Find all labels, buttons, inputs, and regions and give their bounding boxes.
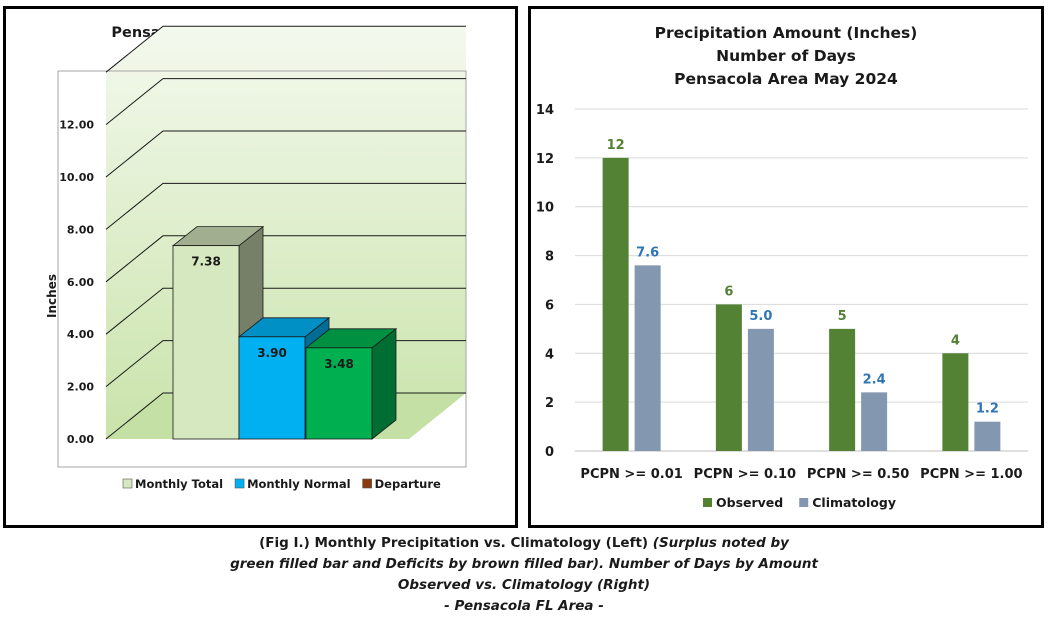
- left-y-tick-label: 12.00: [59, 119, 94, 132]
- left-legend-swatch: [362, 478, 372, 489]
- right-bar-climatology: [747, 328, 774, 451]
- right-bar-observed: [942, 353, 969, 451]
- right-y-tick-label: 8: [545, 250, 554, 265]
- left-y-tick-label: 4.00: [67, 328, 94, 341]
- right-bar-data-label: 5.0: [749, 309, 772, 324]
- left-bar-departure: [304, 327, 398, 440]
- left-y-tick-label: 6.00: [67, 276, 94, 289]
- bar-front-face: [172, 245, 240, 440]
- right-chart-svg: 0 2 4 6 8 10 12 14 12 7.6 PCPN >= 0.01 6 5.0 PCPN >= …: [536, 103, 1028, 510]
- right-legend-swatch: [799, 498, 809, 507]
- right-x-tick-label: PCPN >= 0.01: [580, 467, 682, 482]
- left-gridline: [105, 78, 466, 125]
- figure-caption: (Fig I.) Monthly Precipitation vs. Clima…: [0, 533, 1048, 617]
- right-bar-climatology: [634, 265, 661, 451]
- caption-line-1: (Fig I.) Monthly Precipitation vs. Clima…: [0, 533, 1048, 554]
- right-bar-observed: [829, 328, 856, 451]
- bar-front-face: [305, 347, 373, 440]
- left-legend-swatch: [234, 478, 245, 489]
- left-gridline: [105, 25, 466, 73]
- right-bar-data-label: 7.6: [636, 245, 659, 260]
- right-chart-panel: Precipitation Amount (Inches) Number of …: [528, 6, 1044, 528]
- plot-area-border: [57, 70, 467, 468]
- right-chart-title-line-3: Pensacola Area May 2024: [674, 70, 898, 88]
- right-bar-data-label: 12: [607, 138, 625, 153]
- caption-line-3-text: Observed vs. Climatology (Right): [397, 577, 651, 593]
- right-bar-observed: [715, 304, 742, 451]
- left-legend-label: Monthly Total: [135, 477, 223, 491]
- caption-line-2-text: green filled bar and Deficits by brown f…: [230, 556, 818, 572]
- right-y-tick-label: 4: [545, 347, 554, 362]
- caption-line-2: green filled bar and Deficits by brown f…: [0, 554, 1048, 575]
- left-legend-label: Monthly Normal: [247, 477, 351, 491]
- right-bar-data-label: 5: [838, 309, 847, 324]
- caption-line-3: Observed vs. Climatology (Right): [0, 575, 1048, 596]
- left-y-tick-label: 0.00: [67, 433, 94, 446]
- left-bar-data-label: 3.90: [257, 346, 287, 360]
- left-gridline: [105, 182, 466, 230]
- left-gridline: [105, 130, 466, 178]
- right-y-tick-label: 2: [545, 396, 554, 411]
- right-y-tick-label: 0: [545, 445, 554, 460]
- right-chart-title-line-1: Precipitation Amount (Inches): [654, 24, 918, 42]
- left-bar-data-label: 3.48: [324, 357, 354, 371]
- right-x-tick-label: PCPN >= 1.00: [920, 467, 1022, 482]
- right-legend-label: Climatology: [812, 495, 896, 510]
- bar-front-face: [238, 336, 306, 440]
- right-y-tick-label: 14: [536, 103, 554, 118]
- right-bar-observed: [602, 157, 629, 451]
- left-bar-data-label: 7.38: [191, 255, 221, 269]
- right-bar-data-label: 4: [951, 333, 960, 348]
- left-gridline: [105, 235, 466, 283]
- right-bar-climatology: [861, 392, 888, 451]
- left-chart-panel: Pensacola Florida Area Precipitation May…: [3, 6, 518, 528]
- right-legend-swatch: [703, 498, 712, 507]
- left-y-tick-label: 2.00: [67, 381, 94, 394]
- right-x-tick-label: PCPN >= 0.10: [694, 467, 796, 482]
- right-legend-label: Observed: [716, 495, 783, 510]
- left-legend-swatch: [122, 478, 133, 489]
- left-y-tick-label: 10.00: [59, 171, 94, 184]
- left-legend-label: Departure: [375, 477, 441, 491]
- right-x-tick-label: PCPN >= 0.50: [807, 467, 909, 482]
- caption-line-1-italic: (Surplus noted by: [652, 535, 789, 551]
- left-chart-svg: 0.00 2.00 4.00 6.00 8.00 10.00 12.00 Inches 7.38…: [45, 25, 467, 491]
- caption-line-1-text: (Fig I.) Monthly Precipitation vs. Clima…: [259, 535, 653, 551]
- caption-line-4-text: - Pensacola FL Area -: [444, 598, 604, 614]
- left-gridline: [105, 287, 466, 335]
- right-chart-title-line-2: Number of Days: [716, 47, 856, 65]
- right-bar-climatology: [974, 421, 1001, 451]
- right-y-tick-label: 10: [536, 201, 554, 216]
- right-bar-data-label: 2.4: [863, 372, 886, 387]
- right-y-tick-label: 6: [545, 298, 554, 313]
- right-bar-data-label: 6: [724, 284, 733, 299]
- left-y-tick-label: 8.00: [67, 223, 94, 236]
- left-y-axis-label: Inches: [45, 274, 59, 318]
- right-bar-data-label: 1.2: [976, 402, 999, 417]
- right-y-tick-label: 12: [536, 152, 554, 167]
- caption-line-4: - Pensacola FL Area -: [0, 596, 1048, 617]
- right-chart-title: Precipitation Amount (Inches) Number of …: [531, 22, 1041, 91]
